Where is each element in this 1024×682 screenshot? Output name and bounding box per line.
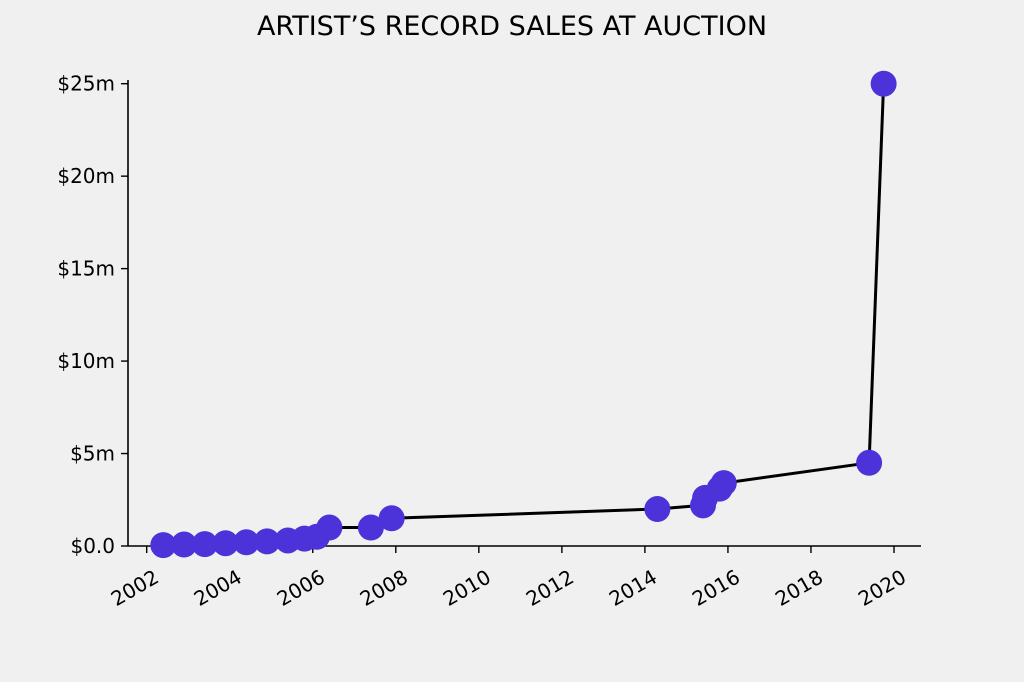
data-point	[191, 531, 218, 558]
y-tick-label: $15m	[57, 257, 115, 281]
data-point	[254, 528, 281, 555]
data-point	[171, 531, 198, 558]
data-point	[856, 449, 883, 476]
data-point	[644, 496, 671, 523]
data-point	[870, 70, 897, 97]
x-tick-label: 2010	[439, 565, 495, 611]
x-tick-label: 2012	[522, 565, 578, 611]
y-tick-label: $20m	[57, 164, 115, 188]
y-tick-label: $25m	[57, 72, 115, 96]
x-tick-label: 2014	[605, 565, 661, 611]
axes	[127, 80, 921, 547]
y-tick-label: $5m	[70, 442, 115, 466]
x-tick-label: 2018	[771, 565, 827, 611]
x-tick-label: 2004	[190, 565, 246, 611]
data-point	[357, 514, 384, 541]
x-tick-label: 2020	[854, 565, 910, 611]
x-tick-label: 2008	[356, 565, 412, 611]
data-point	[710, 470, 737, 497]
x-tick-label: 2006	[273, 565, 329, 611]
series-line	[163, 83, 886, 547]
x-tick-label: 2002	[107, 565, 163, 611]
data-point	[150, 532, 177, 559]
data-point	[378, 505, 405, 532]
chart-title: ARTIST’S RECORD SALES AT AUCTION	[257, 11, 767, 42]
y-tick-label: $10m	[57, 349, 115, 373]
x-tick-label: 2016	[688, 565, 744, 611]
y-tick-label: $0.0	[70, 534, 115, 558]
y-axis-ticks: $0.0 $5m $10m $15m $20m $25m	[57, 72, 128, 558]
data-point	[212, 530, 239, 557]
data-point	[233, 529, 260, 556]
data-point	[316, 514, 343, 541]
series-group	[150, 70, 897, 559]
